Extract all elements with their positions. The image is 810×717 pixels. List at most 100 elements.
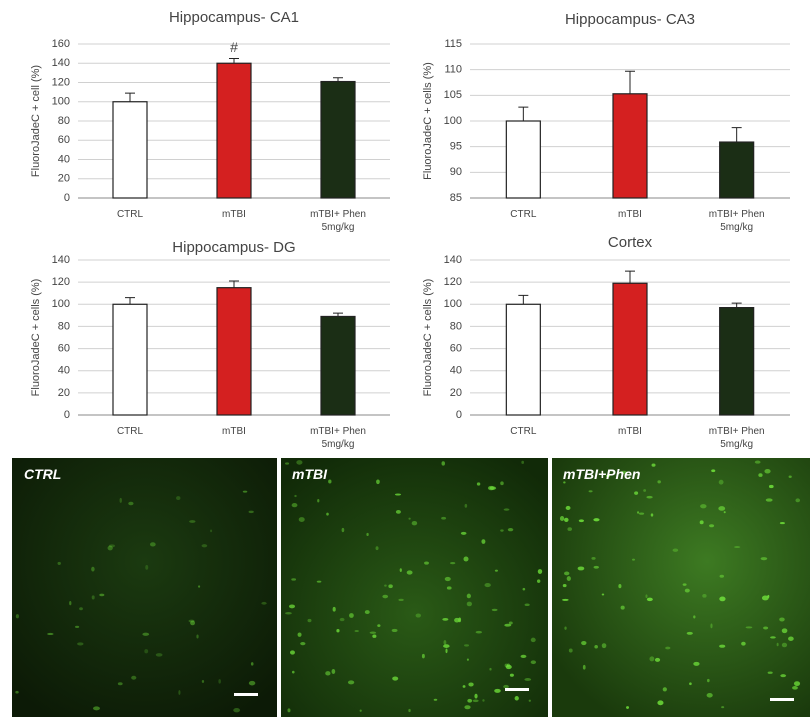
panel-label: mTBI: [292, 466, 327, 482]
fluorescent-cell: [249, 511, 254, 513]
x-tick-label: mTBI: [590, 208, 670, 221]
fluorescent-cell: [202, 680, 204, 683]
bar: [506, 304, 540, 415]
fluorescent-cell: [261, 602, 266, 605]
fluorescent-cell: [500, 481, 504, 485]
y-tick-label: 60: [58, 134, 70, 146]
fluorescent-cell: [355, 630, 359, 632]
fluorescent-cell: [92, 595, 95, 599]
chart-title: Cortex: [608, 234, 653, 251]
scale-bar: [770, 698, 794, 701]
fluorescent-cell: [700, 504, 706, 508]
fluorescent-cell: [495, 570, 498, 572]
fluorescent-cell: [450, 562, 455, 564]
y-tick-label: 0: [456, 409, 462, 421]
fluorescent-cell: [734, 546, 740, 548]
micrograph: [281, 458, 548, 717]
fluorescent-cell: [150, 542, 156, 546]
fluorescent-cell: [376, 479, 380, 484]
fluorescent-cell: [176, 496, 180, 500]
fluorescent-cell: [504, 624, 511, 627]
error-bar: [625, 271, 635, 283]
fluorescent-cell: [523, 588, 526, 591]
fluorescent-cell: [507, 664, 510, 668]
fluorescent-cell: [500, 529, 504, 531]
fluorescent-cell: [463, 685, 466, 688]
fluorescent-cell: [317, 581, 322, 583]
bar: [321, 316, 355, 415]
fluorescent-cell: [447, 586, 452, 589]
y-tick-label: 20: [58, 387, 70, 399]
fluorescent-cell: [521, 655, 527, 658]
fluorescent-cell: [289, 604, 295, 608]
y-tick-label: 80: [450, 320, 462, 332]
fluorescent-cell: [524, 678, 531, 681]
fluorescent-cell: [770, 636, 776, 638]
y-tick-label: 105: [444, 89, 462, 101]
chart-title: Hippocampus- CA3: [565, 11, 695, 28]
fluorescent-cell: [156, 653, 163, 656]
fluorescent-cell: [719, 645, 725, 648]
fluorescent-cell: [365, 610, 370, 614]
fluorescent-cell: [711, 469, 715, 472]
fluorescent-cell: [626, 706, 629, 709]
fluorescent-cell: [794, 681, 800, 686]
fluorescent-cell: [593, 518, 599, 521]
fluorescent-cell: [392, 629, 398, 632]
fluorescent-cell: [707, 693, 713, 698]
y-tick-label: 80: [58, 320, 70, 332]
fluorescent-cell: [566, 506, 571, 510]
fluorescent-cell: [707, 679, 710, 682]
fluorescent-cell: [515, 696, 519, 700]
y-tick-label: 0: [64, 192, 70, 204]
fluorescent-cell: [788, 637, 794, 641]
fluorescent-cell: [340, 618, 345, 621]
fluorescent-cell: [687, 632, 693, 635]
fluorescent-cell: [792, 686, 798, 690]
fluorescent-cell: [766, 498, 773, 501]
fluorescent-cell: [562, 599, 569, 601]
fluorescent-cell: [120, 498, 122, 503]
y-tick-label: 115: [444, 38, 462, 50]
fluorescent-cell: [746, 626, 753, 628]
figure: Hippocampus- CA1FluoroJadeC + cell (%)02…: [0, 0, 810, 717]
fluorescent-cell: [342, 528, 345, 532]
fluorescent-cell: [396, 510, 401, 514]
fluorescent-cell: [91, 567, 94, 572]
fluorescent-cell: [434, 699, 438, 701]
fluorescent-cell: [445, 649, 447, 653]
fluorescent-cell: [299, 517, 305, 522]
bar: [217, 63, 251, 198]
fluorescent-cell: [780, 522, 785, 524]
fluorescent-cell: [709, 524, 714, 527]
fluorescent-cell: [529, 700, 531, 702]
error-bar: [518, 107, 528, 121]
panel-label: CTRL: [24, 466, 61, 482]
fluorescent-cell: [755, 460, 761, 463]
fluorescent-cell: [579, 519, 584, 522]
fluorescent-cell: [388, 584, 392, 588]
error-bar: [625, 71, 635, 94]
fluorescent-cell: [290, 650, 295, 654]
fluorescent-cell: [467, 594, 471, 599]
fluorescent-cell: [693, 615, 695, 618]
fluorescent-cell: [485, 583, 491, 587]
y-axis-label: FluoroJadeC + cells (%): [30, 279, 42, 397]
fluorescent-cell: [652, 463, 656, 466]
fluorescent-cell: [376, 546, 379, 550]
fluorescent-cell: [108, 546, 113, 551]
fluorescent-cell: [15, 691, 18, 694]
fluorescent-cell: [564, 518, 569, 522]
annotation: #: [230, 39, 238, 55]
fluorescent-cell: [468, 682, 473, 686]
fluorescent-cell: [47, 633, 53, 635]
fluorescent-cell: [583, 665, 586, 670]
fluorescent-cell: [639, 512, 644, 514]
fluorescent-cell: [384, 585, 387, 587]
y-tick-label: 140: [444, 254, 462, 266]
x-tick-label: mTBI: [194, 425, 274, 438]
fluorescent-cell: [602, 593, 605, 595]
fluorescent-cell: [525, 603, 530, 606]
fluorescent-cell: [700, 520, 704, 524]
error-bar: [229, 58, 239, 63]
